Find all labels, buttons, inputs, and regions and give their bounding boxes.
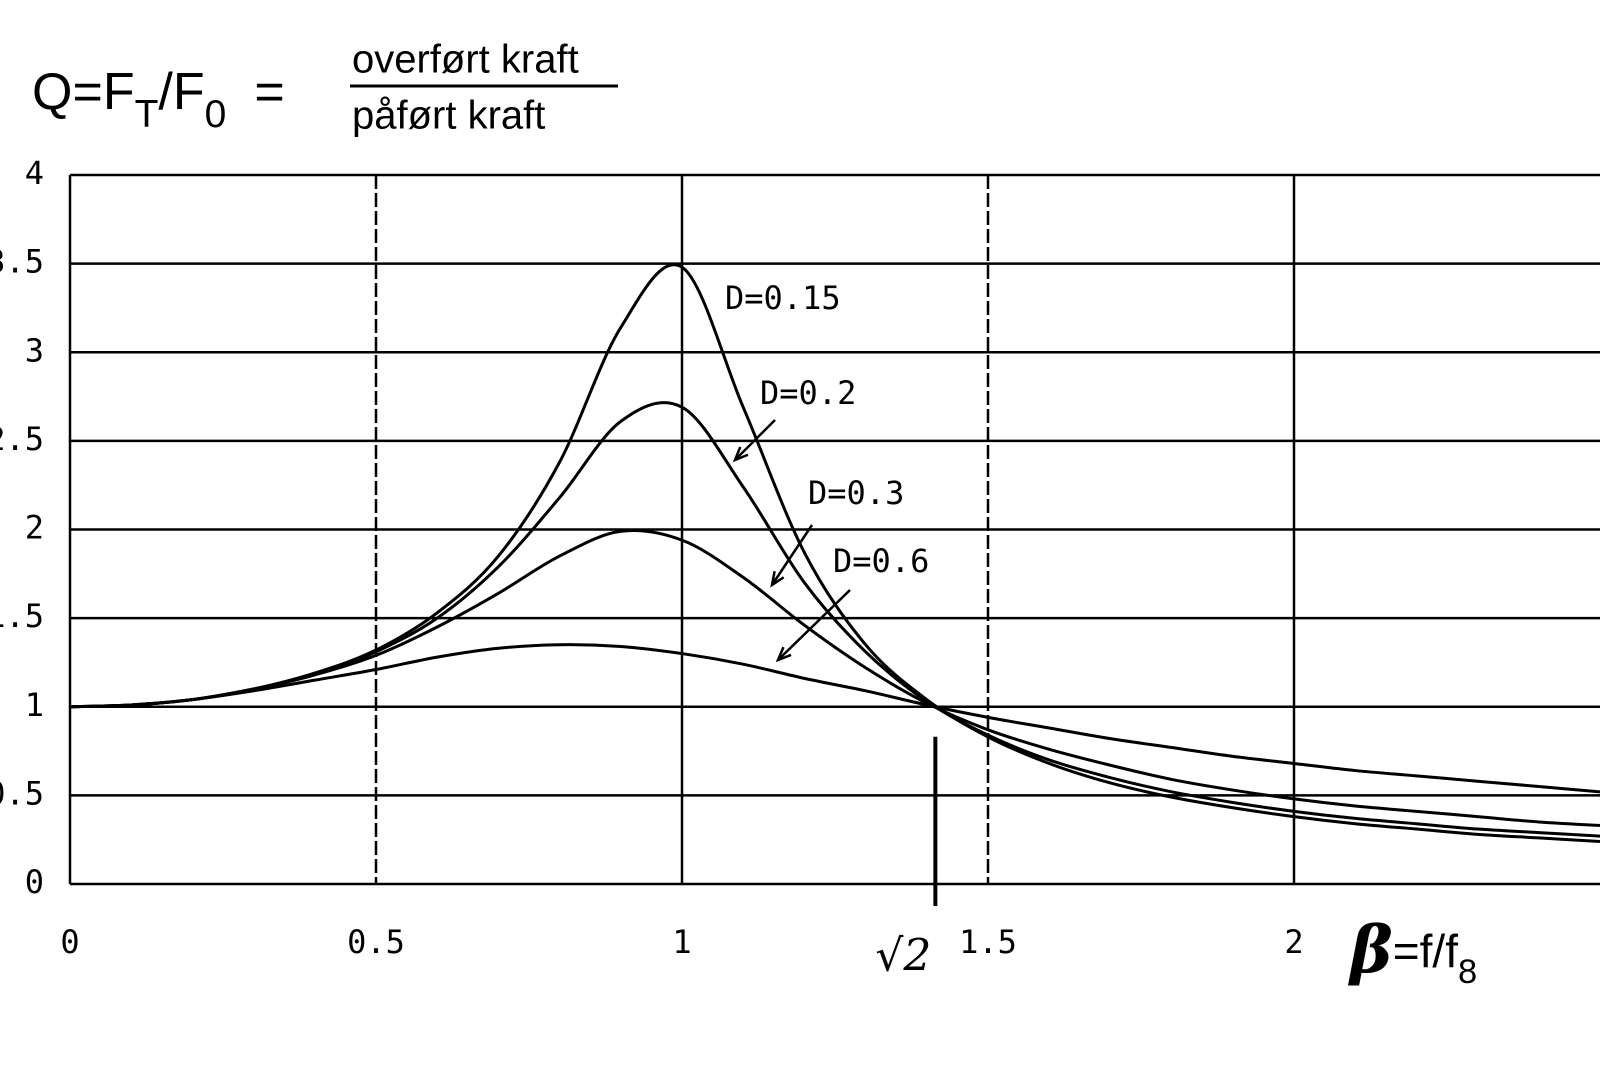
x-tick-label: 1.5 <box>959 923 1017 961</box>
x-axis-label: β=f/f8 <box>1347 913 1477 992</box>
text-part: 0 <box>205 93 227 136</box>
title-numerator: overført kraft <box>352 38 579 82</box>
y-tick-label: 2 <box>25 509 44 547</box>
chart-title: Q=FT/F0 = <box>32 63 285 136</box>
x-tick-label: 0.5 <box>347 923 405 961</box>
series-label: D=0.2 <box>760 374 856 412</box>
x-marker-label: √2 <box>875 931 931 982</box>
series-label: D=0.6 <box>833 542 929 580</box>
y-tick-label: 4 <box>25 154 44 192</box>
arrow-head <box>775 646 792 663</box>
title-denominator: påført kraft <box>352 94 545 138</box>
label-arrow <box>777 589 851 661</box>
y-tick-label: 1.5 <box>0 597 44 635</box>
label-arrow <box>734 419 776 461</box>
x-tick-label: 0 <box>60 923 79 961</box>
x-tick-label: 1 <box>672 923 691 961</box>
y-tick-label: 3 <box>25 331 44 369</box>
label-arrow <box>770 524 814 586</box>
y-tick-label: 3.5 <box>0 243 44 281</box>
y-tick-label: 0 <box>25 863 44 901</box>
text-part: /F <box>158 63 204 121</box>
y-tick-label: 2.5 <box>0 420 44 458</box>
series-line <box>69 643 1600 794</box>
y-tick-label: 0.5 <box>0 774 44 812</box>
text-part: Q=F <box>32 63 135 121</box>
text-part: T <box>135 93 159 136</box>
arrow-head <box>732 446 749 463</box>
series-line <box>69 528 1600 828</box>
text-part: β <box>1347 913 1393 988</box>
text-part: =f/f <box>1393 925 1458 977</box>
x-tick-label: 2 <box>1284 923 1303 961</box>
y-tick-label: 1 <box>25 686 44 724</box>
text-part: = <box>254 63 284 121</box>
text-part: 8 <box>1458 953 1477 991</box>
arrow-head <box>770 571 785 588</box>
series-label: D=0.3 <box>808 474 904 512</box>
series-label: D=0.15 <box>725 279 841 317</box>
